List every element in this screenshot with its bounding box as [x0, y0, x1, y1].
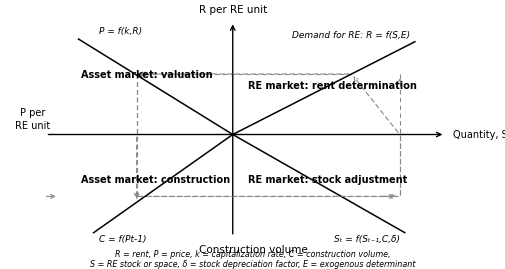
Text: RE unit: RE unit	[15, 121, 50, 132]
Text: RE market: rent determination: RE market: rent determination	[247, 81, 416, 91]
Text: R = rent, P = price, k = capitalization rate, C = construction volume,: R = rent, P = price, k = capitalization …	[115, 250, 390, 259]
Text: S = RE stock or space, δ = stock depreciation factor, E = exogenous determinant: S = RE stock or space, δ = stock depreci…	[90, 260, 415, 269]
Text: Sₜ = f(Sₜ₋₁,C,δ): Sₜ = f(Sₜ₋₁,C,δ)	[333, 235, 399, 244]
Text: Demand for RE: R = f(S,E): Demand for RE: R = f(S,E)	[291, 31, 409, 40]
Text: P = f(k,R): P = f(k,R)	[98, 27, 141, 36]
Text: Construction volume: Construction volume	[198, 245, 307, 255]
Text: R per RE unit: R per RE unit	[198, 5, 266, 15]
Text: RE market: stock adjustment: RE market: stock adjustment	[247, 175, 407, 185]
Text: Asset market: valuation: Asset market: valuation	[81, 70, 212, 80]
Text: Quantity, S, of RE: Quantity, S, of RE	[452, 129, 505, 140]
Text: Asset market: construction: Asset market: construction	[81, 175, 230, 185]
Text: C = f(Pt-1): C = f(Pt-1)	[98, 235, 146, 244]
Text: P per: P per	[20, 108, 45, 118]
